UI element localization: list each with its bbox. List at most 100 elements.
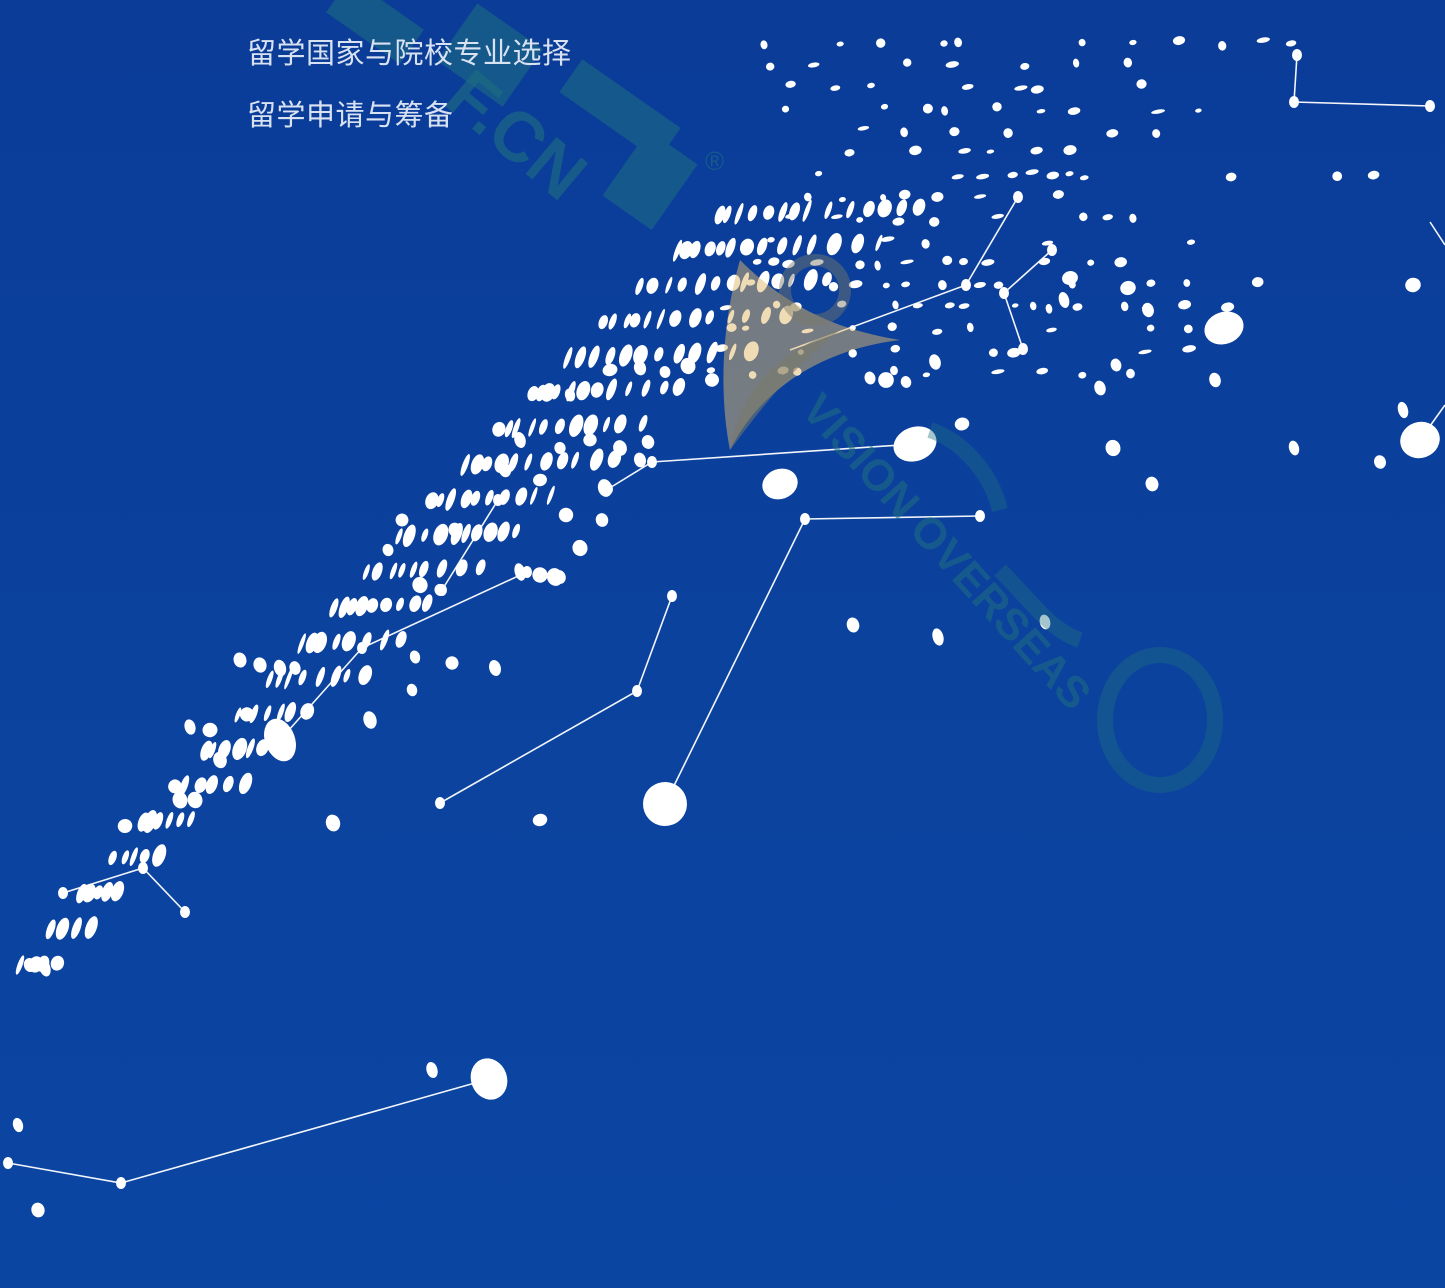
star-dot — [954, 37, 963, 48]
star-dot — [932, 328, 943, 335]
star-dot — [1036, 108, 1046, 114]
star-dot — [679, 240, 693, 260]
star-dot — [1405, 277, 1421, 293]
star-dot — [546, 568, 564, 586]
star-dot — [706, 367, 716, 374]
star-dot — [803, 269, 818, 291]
star-dot — [991, 369, 1005, 375]
star-dot — [1288, 440, 1300, 456]
star-dot — [747, 205, 758, 222]
star-dot — [1110, 358, 1122, 372]
star-dot — [877, 199, 892, 218]
star-dot — [389, 562, 398, 580]
connector-line — [279, 571, 528, 741]
star-dot — [15, 955, 25, 975]
star-dot — [312, 631, 328, 653]
star-dot — [245, 738, 255, 759]
star-dot — [421, 594, 433, 612]
star-dot — [402, 524, 416, 548]
star-dot — [875, 234, 883, 252]
star-dot — [1367, 170, 1380, 180]
star-dot — [887, 322, 897, 332]
star-dot — [1106, 129, 1119, 138]
star-dot — [864, 371, 876, 385]
star-dot — [298, 669, 307, 686]
star-dot — [646, 277, 659, 294]
star-dot — [1146, 279, 1156, 287]
star-dot — [366, 598, 379, 613]
star-dot — [602, 416, 611, 433]
star-dot — [329, 598, 339, 618]
star-dot — [409, 650, 421, 664]
star-dot — [508, 453, 519, 472]
star-dot — [629, 313, 641, 328]
star-dot — [714, 205, 726, 225]
topic-item-application-prep: 留学申请与筹备 — [247, 98, 454, 132]
star-dot — [31, 1202, 45, 1218]
star-dot — [912, 198, 926, 216]
star-dot — [362, 564, 370, 580]
star-dot — [1114, 257, 1127, 268]
star-dot — [896, 199, 908, 217]
star-dot — [23, 957, 37, 973]
star-dot — [785, 213, 798, 219]
star-dot — [961, 83, 974, 90]
star-dot — [851, 233, 865, 254]
star-dot — [807, 62, 820, 68]
star-dot — [540, 452, 553, 471]
star-dot — [632, 685, 642, 697]
star-dot — [1007, 171, 1018, 179]
star-dot — [234, 707, 242, 723]
star-dot — [470, 1058, 508, 1100]
star-dot — [801, 328, 814, 334]
connector-line — [441, 499, 499, 591]
star-dot — [694, 273, 707, 295]
star-dot — [942, 255, 953, 266]
star-dot — [406, 683, 418, 697]
star-dot — [538, 419, 548, 435]
star-dot — [363, 711, 377, 729]
star-dot — [82, 883, 96, 903]
star-dot — [756, 237, 768, 256]
star-dot — [892, 300, 899, 310]
star-dot — [1195, 108, 1202, 113]
star-dot — [273, 659, 287, 677]
star-dot — [139, 848, 150, 864]
star-dot — [741, 309, 751, 323]
star-dot — [739, 238, 755, 256]
star-dot — [238, 772, 253, 795]
star-dot — [837, 300, 847, 308]
star-dot — [436, 559, 448, 578]
star-dot — [625, 381, 633, 397]
star-dot — [940, 40, 948, 47]
star-dot — [824, 201, 833, 219]
star-dot — [986, 149, 995, 154]
star-dot — [93, 885, 104, 900]
star-dot — [922, 103, 933, 114]
star-dot — [460, 489, 473, 509]
star-dot — [379, 629, 390, 651]
star-dot — [603, 483, 613, 495]
star-dot — [667, 590, 677, 602]
star-dot — [138, 862, 148, 874]
star-dot — [330, 665, 342, 687]
star-dot — [493, 494, 503, 506]
star-dot — [445, 656, 459, 670]
star-dot — [741, 325, 750, 331]
star-dot — [398, 563, 406, 578]
star-dot — [633, 360, 647, 376]
star-dot — [635, 277, 644, 295]
star-dot — [810, 259, 824, 266]
star-dot — [45, 919, 56, 940]
star-dot — [590, 382, 604, 398]
star-dot — [470, 490, 481, 506]
star-dot — [152, 844, 167, 867]
star-dot — [988, 348, 998, 357]
star-dot — [903, 58, 912, 67]
star-dot — [418, 560, 429, 578]
star-dot — [836, 41, 844, 47]
star-dot — [1087, 259, 1095, 266]
star-dot — [380, 597, 393, 613]
star-dot — [623, 313, 632, 329]
